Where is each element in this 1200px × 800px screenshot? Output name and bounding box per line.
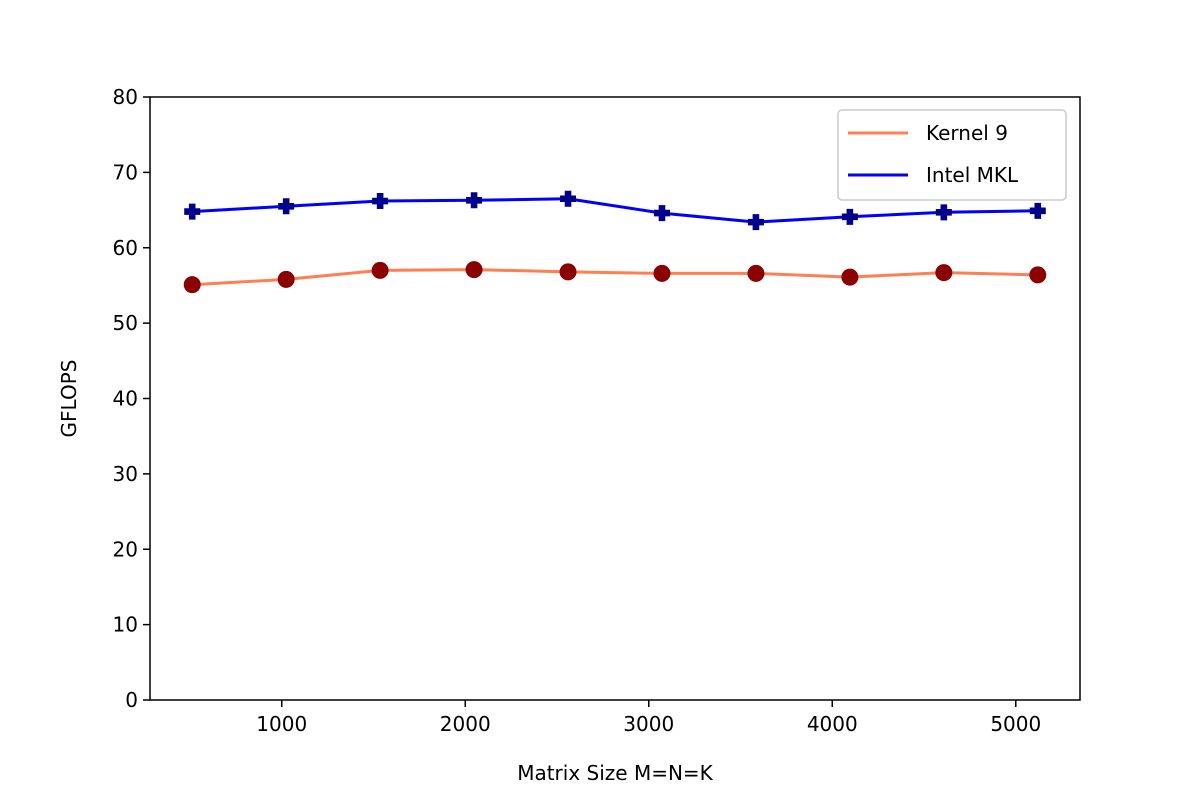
x-tick-label: 1000 xyxy=(256,712,307,736)
data-point-intel-mkl xyxy=(560,190,577,207)
y-tick-label: 40 xyxy=(113,387,138,411)
y-axis-label: GFLOPS xyxy=(57,360,81,438)
y-tick-label: 20 xyxy=(113,537,138,561)
legend: Kernel 9 Intel MKL xyxy=(837,109,1067,201)
x-tick-label: 3000 xyxy=(623,712,674,736)
x-tick-label: 5000 xyxy=(990,712,1041,736)
data-point-kernel-9 xyxy=(277,270,295,288)
legend-label: Kernel 9 xyxy=(926,121,1008,145)
data-point-intel-mkl xyxy=(466,192,483,209)
data-point-intel-mkl xyxy=(841,208,858,225)
y-tick-label: 30 xyxy=(113,462,138,486)
plot-frame xyxy=(149,96,1081,701)
data-point-intel-mkl xyxy=(747,214,764,231)
legend-label: Intel MKL xyxy=(926,163,1019,187)
data-point-kernel-9 xyxy=(1029,266,1047,284)
data-point-intel-mkl xyxy=(653,205,670,222)
y-tick-label: 80 xyxy=(113,85,138,109)
x-tick-label: 2000 xyxy=(440,712,491,736)
data-point-intel-mkl xyxy=(372,193,389,210)
x-tick-label: 4000 xyxy=(807,712,858,736)
data-point-kernel-9 xyxy=(747,264,765,282)
data-point-kernel-9 xyxy=(183,276,201,294)
ticks-layer: 0 10 20 30 40 50 60 70 80 1000 2000 3000 4000 5000 xyxy=(113,85,1042,736)
data-point-kernel-9 xyxy=(841,268,859,286)
data-point-kernel-9 xyxy=(653,264,671,282)
data-point-kernel-9 xyxy=(935,264,953,282)
data-point-intel-mkl xyxy=(184,203,201,220)
series-line-kernel-9 xyxy=(192,268,1038,287)
data-point-intel-mkl xyxy=(1029,202,1046,219)
data-point-intel-mkl xyxy=(935,204,952,221)
y-tick-label: 70 xyxy=(113,160,138,184)
x-axis-label: Matrix Size M=N=K xyxy=(517,761,713,785)
y-tick-label: 60 xyxy=(113,236,138,260)
data-point-kernel-9 xyxy=(371,261,389,279)
data-point-kernel-9 xyxy=(465,261,483,279)
series-layer xyxy=(183,190,1047,294)
y-tick-label: 10 xyxy=(113,613,138,637)
y-tick-label: 0 xyxy=(125,688,138,712)
series-line-intel-mkl xyxy=(192,197,1038,224)
data-point-intel-mkl xyxy=(278,198,295,215)
data-point-kernel-9 xyxy=(559,263,577,281)
y-tick-label: 50 xyxy=(113,311,138,335)
